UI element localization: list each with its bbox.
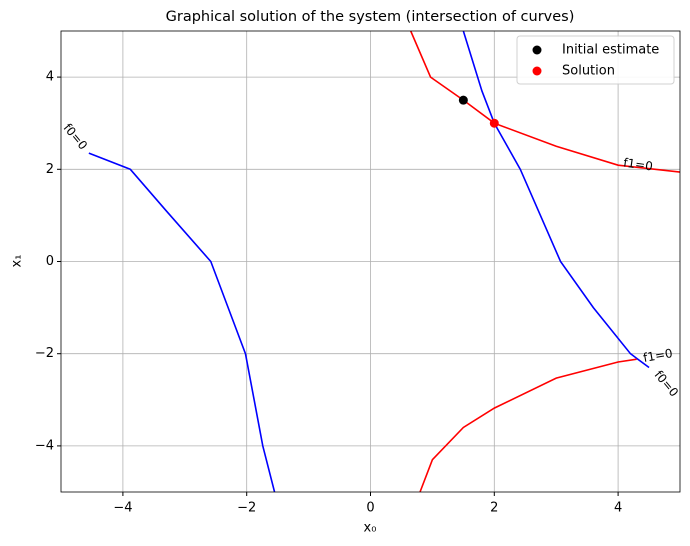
x-tick-label: −4 <box>113 501 132 516</box>
legend-marker <box>532 45 542 55</box>
y-tick-label: 2 <box>46 162 54 177</box>
y-tick-label: 0 <box>46 254 54 269</box>
legend-marker <box>532 66 542 76</box>
contour-line <box>462 31 650 369</box>
legend-label: Solution <box>562 64 615 79</box>
x-axis-label: x₀ <box>364 521 377 536</box>
x-tick-label: 2 <box>490 501 498 516</box>
contour-label: f1=0 <box>622 156 653 174</box>
legend: Initial estimate Solution <box>516 35 675 85</box>
x-tick-label: −2 <box>237 501 256 516</box>
contour-label: f0=0 <box>652 368 682 400</box>
contour-label: f0=0 <box>61 121 91 153</box>
y-axis-label: x₁ <box>10 255 25 268</box>
contour-line <box>88 152 276 492</box>
x-tick-label: 4 <box>614 501 622 516</box>
frame <box>60 30 681 493</box>
contour-label: f1=0 <box>642 346 674 365</box>
legend-box <box>516 35 675 85</box>
legend-label: Initial estimate <box>562 43 659 58</box>
point <box>458 95 468 105</box>
y-tick-label: −4 <box>35 438 54 453</box>
chart-title: Graphical solution of the system (inters… <box>166 9 575 25</box>
contour-line <box>419 358 637 492</box>
point <box>489 118 499 128</box>
x-tick-label: 0 <box>366 501 374 516</box>
y-tick-label: −2 <box>35 346 54 361</box>
y-tick-label: 4 <box>46 70 54 85</box>
